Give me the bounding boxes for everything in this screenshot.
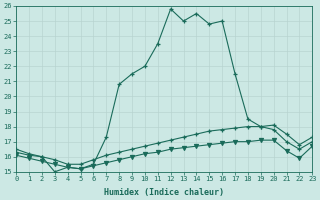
X-axis label: Humidex (Indice chaleur): Humidex (Indice chaleur) [104, 188, 224, 197]
